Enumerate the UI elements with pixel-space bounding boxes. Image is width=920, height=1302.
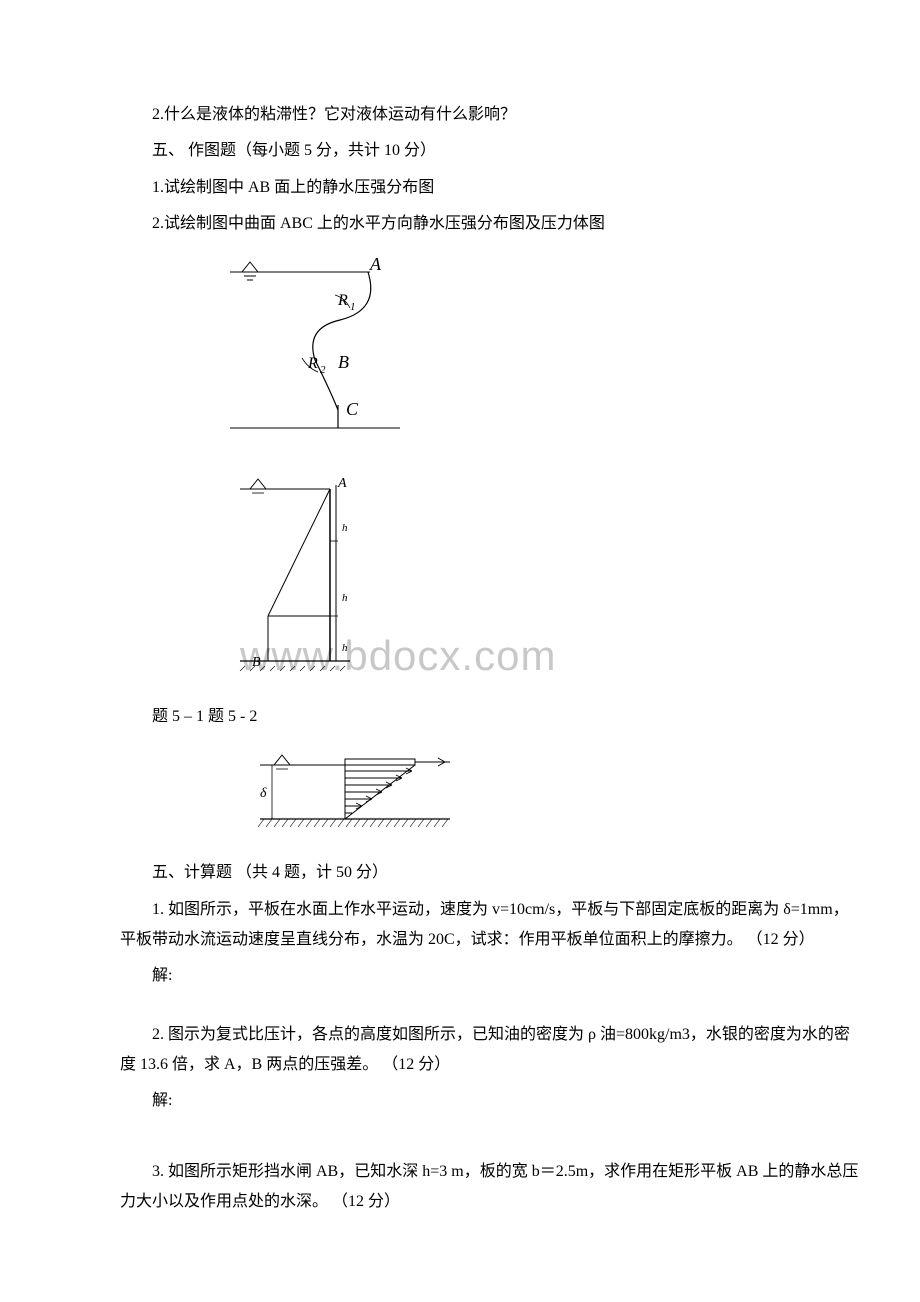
svg-text:2: 2 <box>320 364 326 376</box>
diagram-labels-text: 题 5 – 1 题 5 - 2 <box>120 702 860 732</box>
diagram-abc-curve: A R 1 B R 2 C <box>220 250 860 461</box>
diagram-velocity-profile: δ <box>240 747 860 848</box>
svg-text:R: R <box>337 292 348 309</box>
svg-text:C: C <box>346 399 359 419</box>
svg-text:h: h <box>342 522 348 534</box>
svg-text:h: h <box>342 592 348 604</box>
section-calc-header: 五、计算题 （共 4 题，计 50 分） <box>120 858 860 888</box>
question-viscosity: 2.什么是液体的粘滞性？它对液体运动有什么影响？ <box>120 100 860 130</box>
svg-text:1: 1 <box>350 301 356 313</box>
page-content: 2.什么是液体的粘滞性？它对液体运动有什么影响？ 五、 作图题（每小题 5 分，… <box>120 100 860 1218</box>
calc-q1: 1. 如图所示，平板在水面上作水平运动，速度为 v=10cm/s，平板与下部固定… <box>120 895 860 956</box>
calc-q2: 2. 图示为复式比压计，各点的高度如图所示，已知油的密度为 ρ 油=800kg/… <box>120 1020 860 1081</box>
svg-text:A: A <box>369 254 382 274</box>
svg-text:B: B <box>338 352 349 372</box>
drawing-q2: 2.试绘制图中曲面 ABC 上的水平方向静水压强分布图及压力体图 <box>120 209 860 239</box>
calc-q3: 3. 如图所示矩形挡水闸 AB，已知水深 h=3 m，板的宽 b＝2.5m，求作… <box>120 1157 860 1218</box>
svg-text:h: h <box>342 642 348 654</box>
section-drawing-header: 五、 作图题（每小题 5 分，共计 10 分） <box>120 136 860 166</box>
calc-q2-answer-label: 解: <box>120 1086 860 1116</box>
svg-text:δ: δ <box>260 786 267 801</box>
calc-q1-answer-label: 解: <box>120 961 860 991</box>
diagram-ab-wall: A h h h B <box>220 471 860 692</box>
svg-text:A: A <box>337 476 347 491</box>
drawing-q1: 1.试绘制图中 AB 面上的静水压强分布图 <box>120 173 860 203</box>
